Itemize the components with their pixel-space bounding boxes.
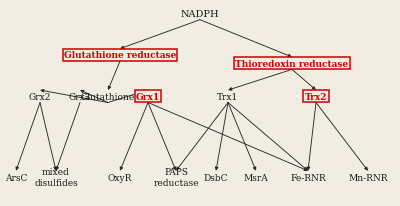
Text: Grx1: Grx1 (136, 92, 160, 101)
Text: PAPS
reductase: PAPS reductase (153, 167, 199, 187)
Text: NADPH: NADPH (181, 10, 219, 19)
Text: Glutathione: Glutathione (81, 92, 135, 101)
Text: DsbC: DsbC (204, 173, 228, 182)
Text: ArsC: ArsC (5, 173, 27, 182)
Text: Grx2: Grx2 (29, 92, 51, 101)
Text: Grx3: Grx3 (69, 92, 91, 101)
Text: Mn-RNR: Mn-RNR (348, 173, 388, 182)
Text: OxyR: OxyR (108, 173, 132, 182)
Text: Trx2: Trx2 (305, 92, 327, 101)
Text: MsrA: MsrA (244, 173, 268, 182)
Text: mixed
disulfides: mixed disulfides (34, 167, 78, 187)
Text: Thioredoxin reductase: Thioredoxin reductase (236, 59, 348, 68)
Text: Trx1: Trx1 (217, 92, 239, 101)
Text: Glutathione reductase: Glutathione reductase (64, 51, 176, 60)
Text: Fe-RNR: Fe-RNR (290, 173, 326, 182)
